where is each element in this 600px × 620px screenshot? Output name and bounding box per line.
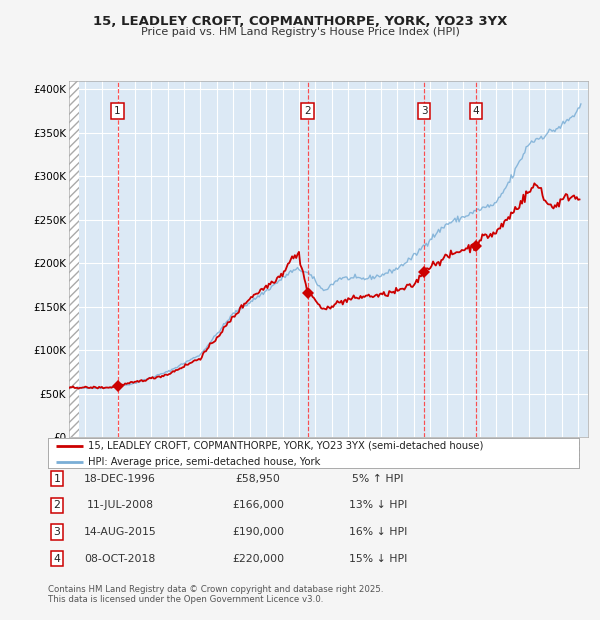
- Text: 15, LEADLEY CROFT, COPMANTHORPE, YORK, YO23 3YX: 15, LEADLEY CROFT, COPMANTHORPE, YORK, Y…: [93, 16, 507, 28]
- Text: 08-OCT-2018: 08-OCT-2018: [85, 554, 155, 564]
- Text: HPI: Average price, semi-detached house, York: HPI: Average price, semi-detached house,…: [88, 456, 320, 467]
- Text: 2: 2: [304, 106, 311, 116]
- Text: 13% ↓ HPI: 13% ↓ HPI: [349, 500, 407, 510]
- Text: 4: 4: [53, 554, 61, 564]
- Text: This data is licensed under the Open Government Licence v3.0.: This data is licensed under the Open Gov…: [48, 595, 323, 604]
- Text: 5% ↑ HPI: 5% ↑ HPI: [352, 474, 404, 484]
- Text: 4: 4: [473, 106, 479, 116]
- Text: 15% ↓ HPI: 15% ↓ HPI: [349, 554, 407, 564]
- Text: 3: 3: [53, 527, 61, 537]
- Text: 3: 3: [421, 106, 427, 116]
- Text: 11-JUL-2008: 11-JUL-2008: [86, 500, 154, 510]
- Text: 1: 1: [115, 106, 121, 116]
- Text: 1: 1: [53, 474, 61, 484]
- Text: 2: 2: [53, 500, 61, 510]
- Text: 16% ↓ HPI: 16% ↓ HPI: [349, 527, 407, 537]
- Text: £166,000: £166,000: [232, 500, 284, 510]
- Text: 18-DEC-1996: 18-DEC-1996: [84, 474, 156, 484]
- Text: 15, LEADLEY CROFT, COPMANTHORPE, YORK, YO23 3YX (semi-detached house): 15, LEADLEY CROFT, COPMANTHORPE, YORK, Y…: [88, 441, 483, 451]
- Text: £220,000: £220,000: [232, 554, 284, 564]
- Text: £190,000: £190,000: [232, 527, 284, 537]
- Text: £58,950: £58,950: [236, 474, 280, 484]
- Text: Contains HM Land Registry data © Crown copyright and database right 2025.: Contains HM Land Registry data © Crown c…: [48, 585, 383, 593]
- Text: 14-AUG-2015: 14-AUG-2015: [83, 527, 157, 537]
- Bar: [69, 81, 79, 437]
- Text: Price paid vs. HM Land Registry's House Price Index (HPI): Price paid vs. HM Land Registry's House …: [140, 27, 460, 37]
